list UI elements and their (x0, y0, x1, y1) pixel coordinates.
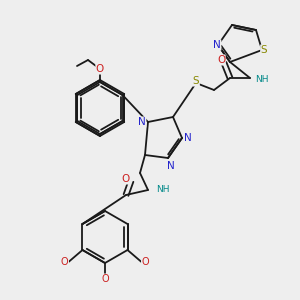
Text: NH: NH (255, 76, 268, 85)
Text: O: O (142, 257, 149, 267)
Text: N: N (167, 161, 175, 171)
Text: S: S (193, 76, 199, 86)
Text: O: O (96, 64, 104, 74)
Text: NH: NH (156, 185, 169, 194)
Text: O: O (217, 55, 225, 65)
Text: N: N (184, 133, 192, 143)
Text: O: O (122, 174, 130, 184)
Text: N: N (213, 40, 221, 50)
Text: O: O (101, 274, 109, 284)
Text: S: S (261, 45, 267, 55)
Text: O: O (61, 257, 68, 267)
Text: N: N (138, 117, 146, 127)
